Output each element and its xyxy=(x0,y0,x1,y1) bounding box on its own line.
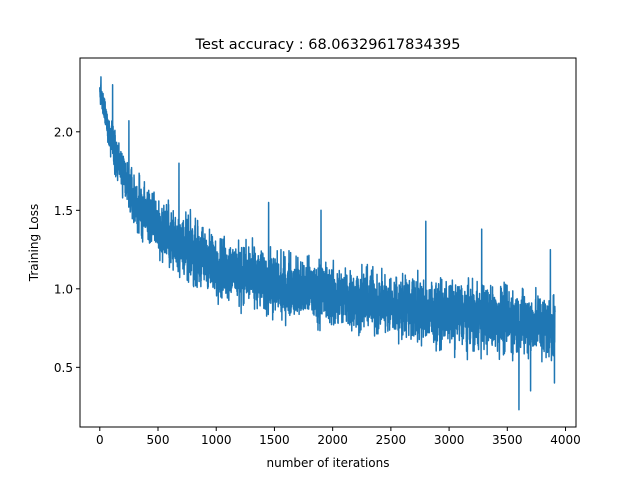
plot-area xyxy=(99,76,556,411)
y-tick-label: 1.0 xyxy=(54,282,73,296)
x-axis: 0 500 1000 1500 2000 2500 3000 3500 4000 xyxy=(96,427,581,447)
x-tick-label: 3000 xyxy=(434,433,465,447)
x-tick-label: 2000 xyxy=(317,433,348,447)
x-tick-label: 2500 xyxy=(376,433,407,447)
training-loss-line xyxy=(99,76,556,411)
x-tick-label: 1000 xyxy=(201,433,232,447)
chart-title: Test accuracy : 68.06329617834395 xyxy=(195,37,461,53)
y-tick-label: 1.5 xyxy=(54,204,73,218)
y-tick-label: 2.0 xyxy=(54,125,73,139)
y-axis: 0.5 1.0 1.5 2.0 xyxy=(54,125,80,375)
x-axis-label: number of iterations xyxy=(267,456,390,470)
x-tick-label: 500 xyxy=(147,433,170,447)
x-tick-label: 4000 xyxy=(550,433,581,447)
plot-frame xyxy=(79,57,577,428)
x-tick-label: 0 xyxy=(96,433,104,447)
y-axis-label: Training Loss xyxy=(27,204,41,282)
x-tick-label: 3500 xyxy=(492,433,523,447)
y-tick-label: 0.5 xyxy=(54,361,73,375)
x-tick-label: 1500 xyxy=(259,433,290,447)
